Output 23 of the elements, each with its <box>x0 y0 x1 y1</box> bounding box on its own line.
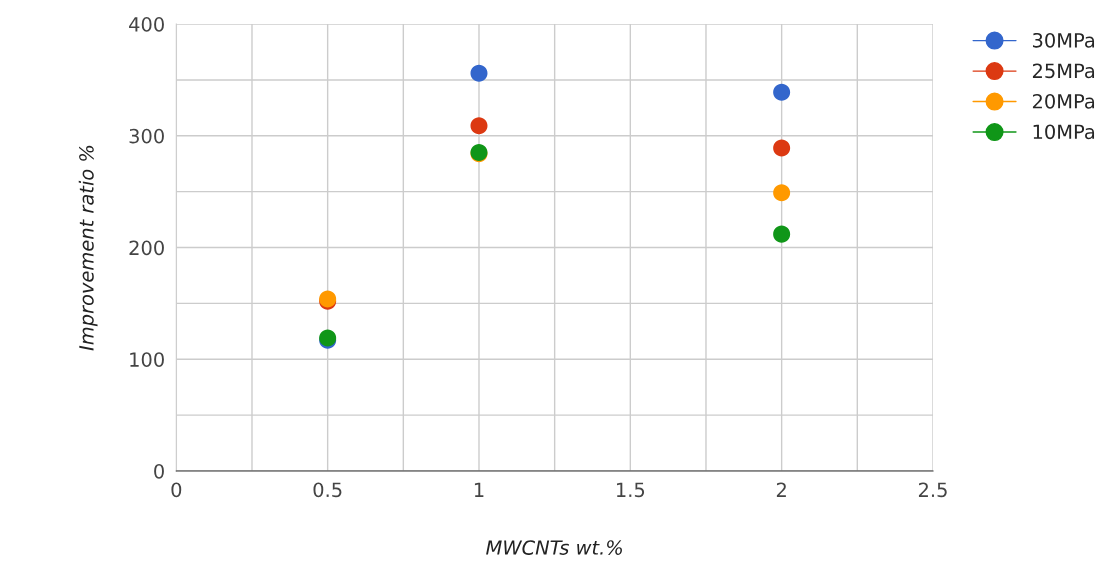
legend-label: 30MPa <box>1032 32 1095 48</box>
point <box>773 139 791 157</box>
y-tick-label: 0 <box>154 463 164 479</box>
y-tick-label: 300 <box>129 128 164 144</box>
x-tick-label: 0.5 <box>313 482 342 498</box>
point <box>773 83 791 101</box>
legend-label: 25MPa <box>1032 63 1095 79</box>
x-tick-label: 0 <box>171 482 182 498</box>
x-tick-label: 2 <box>776 482 786 497</box>
x-tick-label: 2.5 <box>918 482 947 498</box>
x-tick-label: 1 <box>474 482 484 497</box>
point <box>470 117 488 135</box>
y-axis-title: Improvement ratio % <box>78 145 98 351</box>
y-tick-label: 400 <box>129 17 164 32</box>
point <box>773 184 791 202</box>
point <box>773 225 791 243</box>
legend-label: 10MPa <box>1033 124 1095 140</box>
y-tick-label: 100 <box>130 352 164 367</box>
x-tick-label: 1.5 <box>616 482 645 498</box>
y-tick-label: 200 <box>129 240 164 256</box>
legend-label: 20MPa <box>1032 93 1095 109</box>
x-axis-title: MWCNTs wt.% <box>486 540 622 555</box>
point <box>470 64 488 82</box>
